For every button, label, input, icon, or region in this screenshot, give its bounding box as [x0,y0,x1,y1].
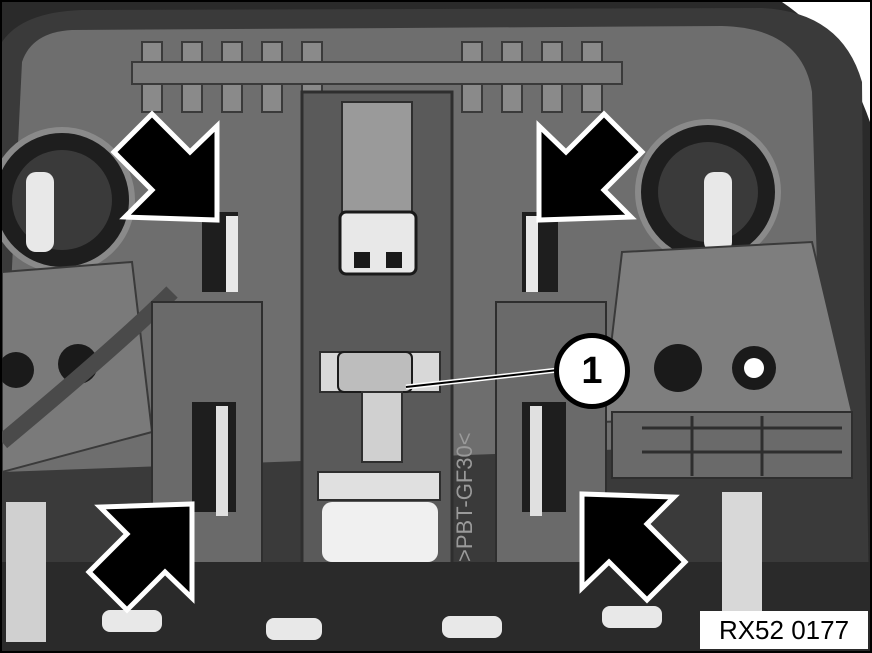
arrow-bottom-right-icon [579,491,689,604]
callout-1: 1 [554,333,630,409]
top-clip-row [131,41,623,113]
center-connector [338,210,418,276]
arrow-bottom-left-icon [85,501,195,614]
center-bolt [337,351,413,393]
arrow-top-left-icon [110,110,220,223]
figure-reference-code: RX52 0177 [700,611,868,649]
arrow-top-right-icon [536,110,646,223]
molded-marking: >PBT-GF30< [452,432,477,562]
